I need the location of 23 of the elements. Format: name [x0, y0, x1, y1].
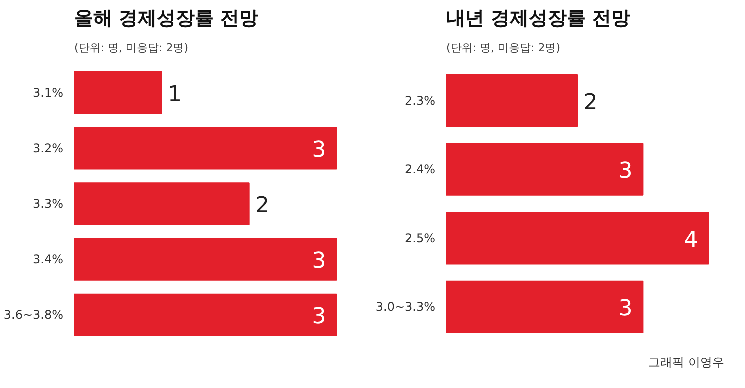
- y-tick-label: 3.2%: [33, 141, 64, 156]
- y-tick-label: 3.0~3.3%: [376, 300, 436, 314]
- y-tick-label: 3.6~3.8%: [4, 308, 64, 322]
- y-tick-label: 3.1%: [33, 86, 64, 100]
- data-label: 1: [168, 82, 182, 108]
- y-tick-label: 3.4%: [33, 252, 64, 267]
- data-label: 3: [312, 249, 326, 274]
- data-label: 2: [584, 90, 598, 116]
- text: 그래픽 이영우: [648, 356, 725, 370]
- data-label: 3: [312, 304, 326, 330]
- data-label: 3: [618, 296, 633, 322]
- chart-title: 올해 경제성장률 전망: [74, 8, 259, 30]
- chart-subtitle: (단위: 명, 미응답: 2명): [74, 42, 188, 54]
- y-tick-label: 2.4%: [405, 162, 436, 177]
- chart-subtitle: (단위: 명, 미응답: 2명): [446, 42, 560, 54]
- y-tick-label: 2.5%: [405, 231, 436, 246]
- data-label: 2: [255, 194, 270, 218]
- data-label: 3: [312, 138, 326, 163]
- y-tick-label: 3.3%: [33, 197, 64, 211]
- y-tick-label: 2.3%: [405, 94, 436, 108]
- data-label: 3: [618, 159, 633, 184]
- chart-title: 내년 경제성장률 전망: [446, 8, 631, 30]
- data-label: 4: [684, 228, 698, 253]
